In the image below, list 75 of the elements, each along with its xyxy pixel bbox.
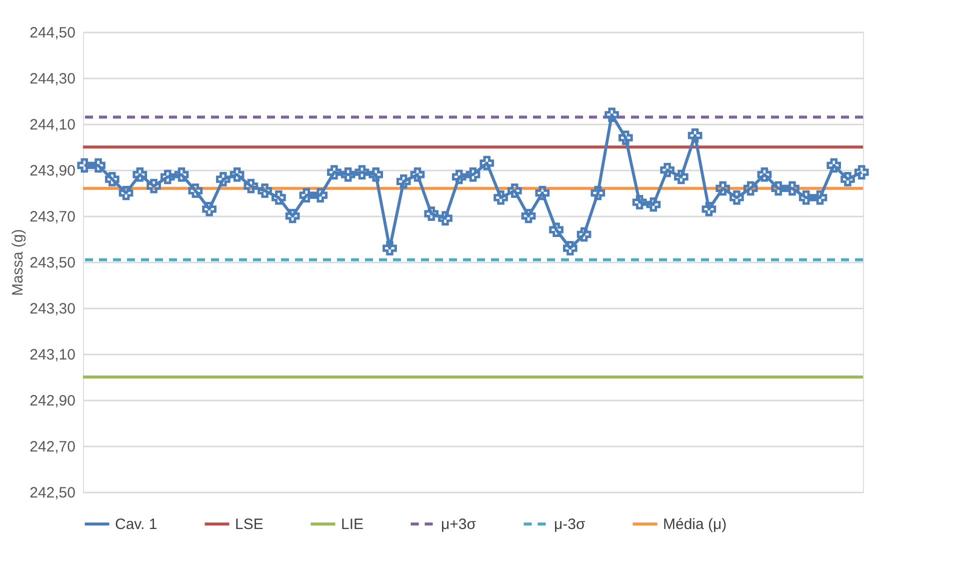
legend-label: Cav. 1 [115,516,158,533]
point [757,167,772,182]
point [327,165,342,180]
point [146,178,161,194]
y-tick-label: 243,70 [30,208,76,226]
point [174,167,189,182]
y-tick-label: 243,10 [30,346,76,364]
point [507,184,522,198]
point [118,186,134,200]
point [313,188,328,202]
point [771,181,786,196]
point [632,195,647,210]
point [646,197,661,212]
y-tick-label: 242,70 [30,438,76,456]
point [730,190,744,205]
point [798,190,814,205]
point [244,178,258,194]
point [716,181,730,196]
y-axis-title: Massa (g) [10,229,27,296]
legend-label: LSE [235,516,264,533]
point [466,167,480,182]
point [743,181,758,196]
point [521,208,536,224]
point [549,222,564,237]
point [826,158,842,173]
legend-label: Média (μ) [663,516,727,533]
point [660,162,674,178]
point [494,190,508,205]
point [785,181,800,196]
legend-label: μ-3σ [554,516,586,533]
y-tick-label: 242,50 [30,484,76,502]
legend-label: LIE [341,516,364,533]
point [618,130,633,145]
point [340,167,356,182]
point [216,172,230,186]
y-tick-label: 243,30 [30,300,76,318]
point [368,167,384,182]
point [202,202,216,216]
point [160,170,175,184]
point [854,165,869,180]
y-tick-label: 243,50 [30,254,76,272]
point [604,108,619,122]
point [410,167,425,182]
point [452,170,466,184]
point [576,227,592,242]
point [104,172,120,186]
point [77,158,92,173]
point [132,167,148,182]
point [535,186,550,200]
point [230,167,244,182]
point [188,184,203,198]
point [480,156,494,170]
y-tick-label: 244,30 [30,70,76,88]
point [299,188,314,202]
point [258,184,272,198]
y-tick-label: 244,50 [30,24,76,42]
point [438,211,452,226]
point [382,241,397,256]
point [285,208,300,224]
point [812,190,828,205]
point [354,165,370,180]
point [396,174,411,189]
point [840,172,855,186]
legend-label: μ+3σ [441,516,477,533]
point [674,170,688,184]
y-tick-label: 242,90 [30,392,76,410]
point [91,158,106,173]
point [424,206,439,221]
y-tick-label: 243,90 [30,162,76,180]
point [590,186,606,200]
point [562,241,578,256]
y-tick-label: 244,10 [30,116,76,134]
point [688,128,702,143]
point [702,202,716,216]
point [272,190,286,205]
